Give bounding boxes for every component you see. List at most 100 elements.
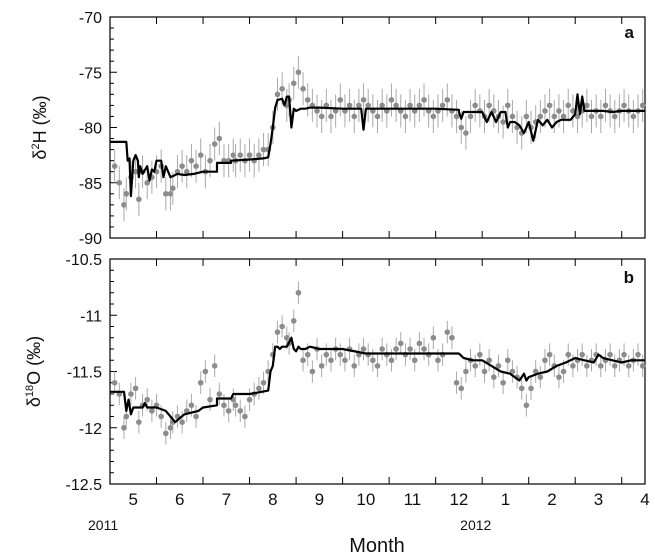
panel-a-observations [111, 55, 646, 222]
panel-b-model-line [110, 336, 645, 424]
y-tick-label: -12.5 [66, 477, 103, 494]
y-tick-label: -80 [79, 121, 102, 138]
data-point [430, 113, 437, 120]
data-point [207, 396, 213, 403]
data-point [132, 385, 139, 392]
data-point [123, 413, 130, 420]
data-point [393, 102, 399, 109]
data-point [279, 323, 285, 330]
data-point [388, 357, 395, 364]
data-point [639, 363, 646, 369]
data-point [556, 374, 562, 380]
data-point [551, 113, 558, 120]
data-point [290, 80, 297, 87]
data-point [416, 102, 423, 109]
data-point [202, 368, 209, 375]
data-point [625, 363, 632, 369]
data-point [542, 108, 548, 114]
data-point [421, 346, 427, 352]
data-point [300, 357, 306, 364]
data-point [416, 340, 423, 347]
panel-a-ylabel-delta: δ [30, 150, 50, 160]
data-point [393, 346, 399, 352]
data-point [163, 430, 169, 437]
panel-b-d18o: -10.5 -11 -11.5 -12 -12.5 b δ18O (‰) [24, 252, 646, 494]
y-tick-label: -10.5 [66, 252, 103, 269]
y-tick-label: -90 [79, 231, 102, 248]
data-point [630, 113, 637, 120]
panel-a-ylabel-sup: 2 [30, 143, 42, 149]
year-label: 2011 [88, 517, 118, 533]
data-point [509, 368, 516, 375]
panel-b-ylabel-sup: 18 [24, 385, 36, 397]
x-tick-label: 9 [315, 490, 324, 509]
data-point [504, 357, 511, 364]
y-tick-label: -85 [79, 176, 102, 193]
panel-a-label: a [625, 23, 635, 42]
data-point [237, 408, 244, 414]
data-point [565, 102, 572, 109]
data-point [188, 402, 195, 409]
data-point [570, 363, 576, 369]
panel-b-ylabel-rest: O (‰) [24, 336, 44, 385]
data-point [216, 391, 223, 397]
data-point [337, 351, 344, 358]
data-point [279, 86, 285, 92]
data-point [523, 113, 530, 120]
data-point [211, 363, 218, 369]
data-point [232, 402, 239, 409]
panel-a-model-line [110, 93, 645, 198]
data-point [295, 69, 302, 76]
data-point [328, 357, 334, 364]
data-point [518, 385, 525, 392]
data-point [111, 379, 118, 386]
data-point [453, 379, 460, 386]
data-point [472, 363, 478, 369]
data-point [639, 102, 646, 109]
panel-b-observations [111, 281, 646, 445]
data-point [397, 340, 404, 347]
data-point [611, 363, 618, 369]
data-point [574, 113, 581, 120]
data-point [144, 179, 151, 186]
data-point [256, 152, 262, 158]
data-point [491, 374, 497, 380]
data-point [528, 385, 534, 392]
x-tick-label: 6 [175, 490, 184, 509]
data-point [123, 191, 130, 197]
data-point [444, 329, 451, 335]
data-point [570, 108, 576, 114]
data-point [193, 413, 199, 420]
data-point [260, 379, 267, 386]
data-point [246, 152, 253, 158]
data-point [435, 357, 441, 364]
data-point [560, 113, 567, 120]
data-point [318, 113, 325, 120]
x-tick-labels: 5 6 7 8 9 10 11 12 1 2 3 4 [129, 490, 650, 509]
data-point [149, 408, 155, 414]
data-point [197, 152, 204, 158]
data-point [500, 379, 506, 386]
x-tick-label: 10 [356, 490, 375, 509]
data-point [197, 379, 204, 386]
data-point [246, 396, 253, 403]
data-point [411, 357, 418, 364]
data-point [402, 113, 409, 120]
y-tick-label: -12 [79, 421, 102, 438]
data-point [463, 368, 469, 375]
data-point [379, 346, 385, 352]
data-point [111, 163, 118, 169]
data-point [607, 351, 613, 358]
x-tick-label: 3 [594, 490, 603, 509]
y-tick-label: -11 [80, 308, 102, 325]
x-tick-label: 1 [501, 490, 510, 509]
data-point [207, 157, 213, 164]
data-point [500, 119, 506, 125]
year-labels: 2011 2012 [88, 517, 492, 533]
data-point [360, 346, 367, 352]
data-point [136, 419, 142, 425]
data-point [472, 102, 478, 109]
data-point [611, 113, 618, 120]
x-tick-label: 11 [404, 490, 422, 509]
